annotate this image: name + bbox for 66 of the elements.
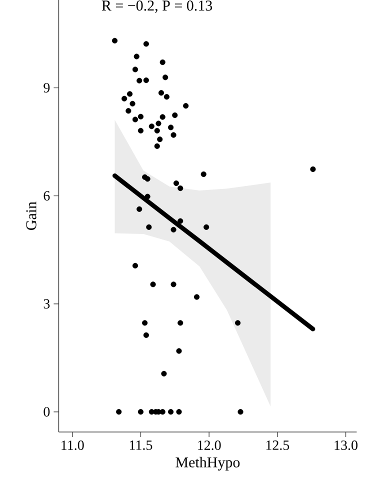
point [234, 320, 241, 326]
y-tick-label: 6 [44, 191, 50, 201]
point [178, 218, 184, 224]
point [176, 409, 182, 415]
point [150, 282, 156, 288]
point [154, 128, 160, 134]
y-tick-label: 0 [44, 407, 50, 417]
point [112, 38, 118, 44]
point [132, 116, 138, 122]
point [143, 41, 149, 47]
point [178, 185, 184, 192]
point [160, 59, 166, 66]
point [160, 114, 166, 120]
point [144, 194, 150, 200]
y-tick-label: 9 [44, 83, 50, 93]
point [146, 224, 152, 230]
x-tick-label: 12.5 [266, 440, 290, 450]
point [310, 166, 316, 172]
point [170, 282, 176, 288]
point [170, 132, 176, 138]
point [126, 108, 132, 114]
point [173, 180, 180, 186]
point [136, 206, 142, 212]
point [168, 124, 174, 130]
x-tick-label: 11.5 [130, 440, 152, 450]
point [170, 226, 176, 232]
point [176, 348, 182, 354]
point [204, 224, 210, 230]
point [164, 94, 170, 100]
point [116, 409, 122, 415]
point [161, 370, 167, 376]
x-tick-label: 12.0 [198, 440, 221, 450]
point [138, 114, 144, 120]
point [178, 320, 184, 326]
point [183, 103, 189, 109]
point [238, 409, 244, 415]
point [156, 120, 162, 126]
point [144, 176, 150, 182]
x-axis-title: MethHypo [176, 456, 240, 471]
point [134, 54, 140, 60]
y-tick-label: 3 [44, 299, 50, 309]
chart-title: R = −0.2, P = 0.13 [102, 0, 212, 13]
point [162, 74, 168, 80]
y-axis-title: Gain [26, 202, 36, 230]
point [194, 294, 200, 300]
point [138, 409, 144, 415]
point [148, 124, 154, 130]
point [132, 66, 138, 72]
point [130, 100, 136, 106]
point [200, 171, 206, 178]
point [168, 409, 174, 415]
point [142, 320, 148, 326]
point [138, 128, 144, 134]
x-tick-label: 11.0 [62, 440, 84, 450]
line-series [112, 173, 316, 332]
point [126, 91, 133, 97]
point [122, 96, 128, 102]
point [154, 143, 160, 149]
x-tick-label: 13.0 [334, 440, 358, 450]
point [143, 77, 149, 84]
point [143, 332, 149, 338]
point [136, 78, 142, 84]
point [157, 136, 163, 142]
point [158, 90, 164, 96]
point [132, 262, 138, 268]
point [172, 112, 178, 118]
